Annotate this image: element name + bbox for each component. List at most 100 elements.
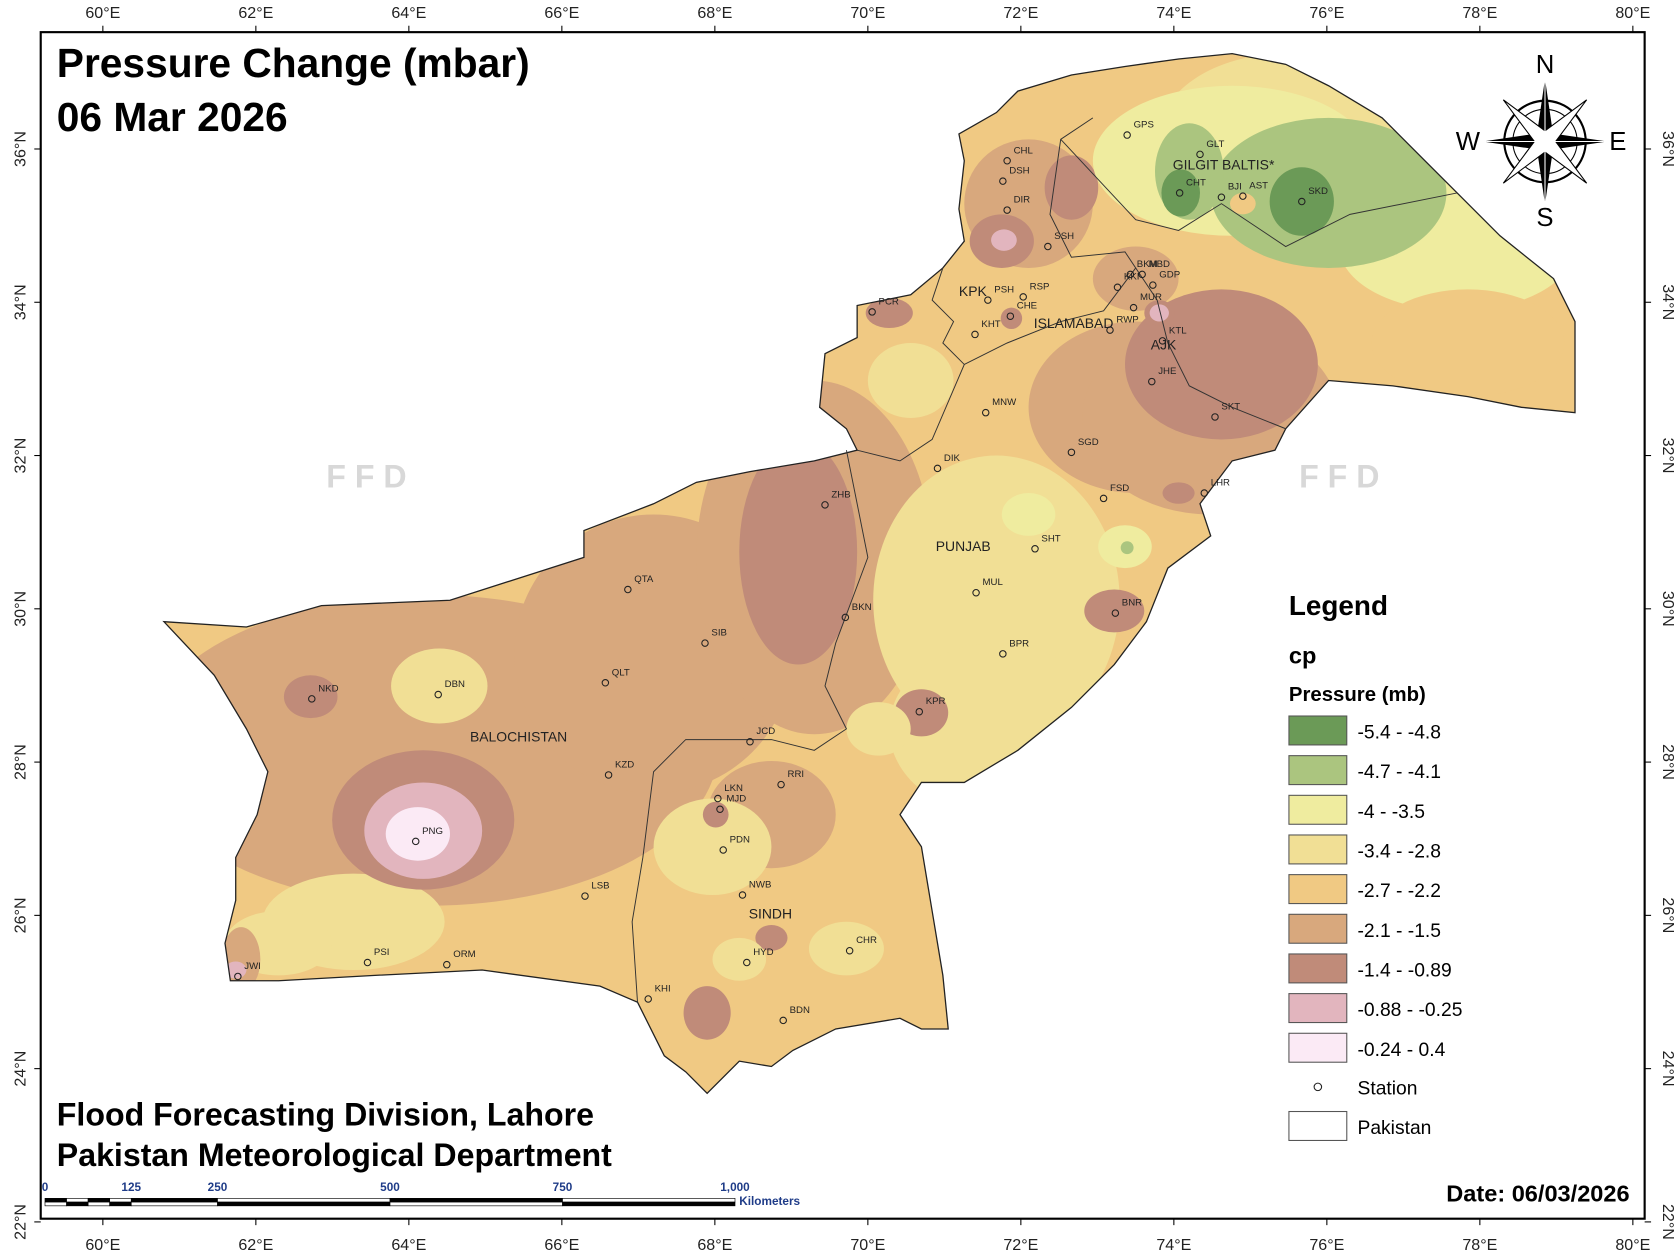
lon-label: 76°E [1309, 1236, 1344, 1253]
station-marker [999, 650, 1007, 658]
scale-label: 1,000 [720, 1181, 750, 1194]
pressure-zone [739, 439, 858, 665]
station-label: KKI [1124, 272, 1140, 283]
station-label: SSH [1054, 231, 1074, 242]
lat-label: 30°N [12, 591, 30, 627]
station-label: BKN [852, 602, 872, 613]
station-marker [1129, 303, 1138, 312]
station-label: CHL [1014, 145, 1034, 156]
station-label: CHT [1186, 177, 1206, 188]
station-marker [845, 946, 854, 955]
pressure-zone [702, 801, 729, 828]
station-label: ZHB [831, 489, 850, 500]
station-label: JWI [244, 961, 261, 972]
station-marker [443, 960, 451, 969]
station-label: PCR [879, 296, 899, 307]
lat-label: 34°N [12, 284, 30, 320]
legend-label: -2.1 - -1.5 [1358, 921, 1442, 942]
pressure-zone [1120, 541, 1134, 555]
compass-rose [1485, 82, 1605, 201]
station-label: SKT [1221, 401, 1240, 412]
station-marker [1003, 206, 1011, 214]
scale-segment [130, 1201, 218, 1207]
lon-label: 62°E [238, 4, 273, 22]
station-label: GPS [1134, 120, 1154, 131]
station-marker [434, 690, 442, 699]
station-label: CHE [1017, 301, 1037, 312]
region-label: BALOCHISTAN [470, 729, 567, 745]
lat-label: 22°N [1659, 1204, 1677, 1240]
legend-label: -4.7 - -4.1 [1358, 762, 1442, 783]
station-label: RSP [1030, 281, 1050, 292]
pressure-zone [867, 342, 954, 419]
pressure-zone [1084, 589, 1145, 633]
compass-lines [1486, 82, 1604, 201]
legend-label: Station [1358, 1078, 1418, 1099]
pressure-zone [1000, 307, 1023, 330]
pressure-zone [391, 648, 488, 724]
station-marker [972, 588, 980, 597]
lon-label: 68°E [697, 1236, 732, 1253]
lat-label: 30°N [1659, 591, 1677, 627]
legend-station-symbol [1313, 1082, 1323, 1092]
legend-label: -3.4 - -2.8 [1358, 841, 1442, 862]
region-label: SINDH [749, 906, 792, 922]
station-label: JHE [1158, 366, 1176, 377]
station-marker [933, 464, 942, 473]
station-marker [719, 846, 727, 854]
station-marker [1044, 242, 1052, 251]
legend-swatch [1288, 715, 1348, 746]
region-label: KPK [959, 283, 988, 299]
scale-label: 750 [553, 1181, 573, 1194]
province-borders [631, 117, 1458, 1003]
station-label: KHI [655, 983, 671, 994]
watermark: F F D [1299, 459, 1379, 495]
watermark: F F D [326, 459, 406, 495]
credit: Pakistan Meteorological Department [57, 1137, 612, 1173]
station-marker [738, 891, 747, 899]
station-marker [981, 408, 990, 417]
station-marker [999, 177, 1007, 185]
scale-unit: Kilometers [739, 1195, 800, 1208]
compass-letter: S [1536, 204, 1553, 232]
legend-layer: cp [1289, 642, 1316, 668]
border [964, 117, 1137, 365]
station-marker [1126, 270, 1135, 279]
pressure-zone [1269, 167, 1334, 236]
station-marker [777, 780, 785, 789]
station-label: PSH [994, 285, 1014, 296]
lat-label: 24°N [1659, 1051, 1677, 1087]
station-label: BKM [1137, 259, 1158, 270]
station-label: KZD [615, 759, 634, 770]
station-label: LKN [724, 783, 743, 794]
lat-label: 24°N [12, 1051, 30, 1087]
station-marker [984, 296, 992, 304]
lon-label: 66°E [544, 4, 579, 22]
scale-segment [109, 1201, 132, 1207]
lat-label: 36°N [12, 131, 30, 167]
lon-label: 80°E [1615, 4, 1650, 22]
station-marker [1148, 377, 1156, 386]
pressure-zone [1230, 192, 1256, 215]
legend-swatch [1288, 993, 1348, 1024]
scale-label: 125 [121, 1181, 141, 1194]
station-label: NWB [749, 879, 771, 890]
station-label: KTL [1169, 325, 1187, 336]
station-label: GDP [1159, 270, 1180, 281]
pressure-zone [846, 702, 911, 756]
station-label: BJI [1228, 182, 1242, 193]
station-label: MUR [1140, 292, 1162, 303]
station-marker [1111, 609, 1120, 617]
station-label: QTA [634, 574, 654, 585]
border [1135, 267, 1286, 430]
lon-label: 70°E [850, 4, 885, 22]
station-marker [701, 639, 709, 647]
station-label: LHR [1211, 478, 1230, 489]
pressure-zone [1162, 482, 1195, 504]
station-label: DBN [445, 679, 465, 690]
station-label: PSI [374, 947, 390, 958]
scale-segment [217, 1198, 391, 1203]
lon-label: 60°E [85, 1236, 120, 1253]
station-label: SIB [711, 628, 727, 639]
